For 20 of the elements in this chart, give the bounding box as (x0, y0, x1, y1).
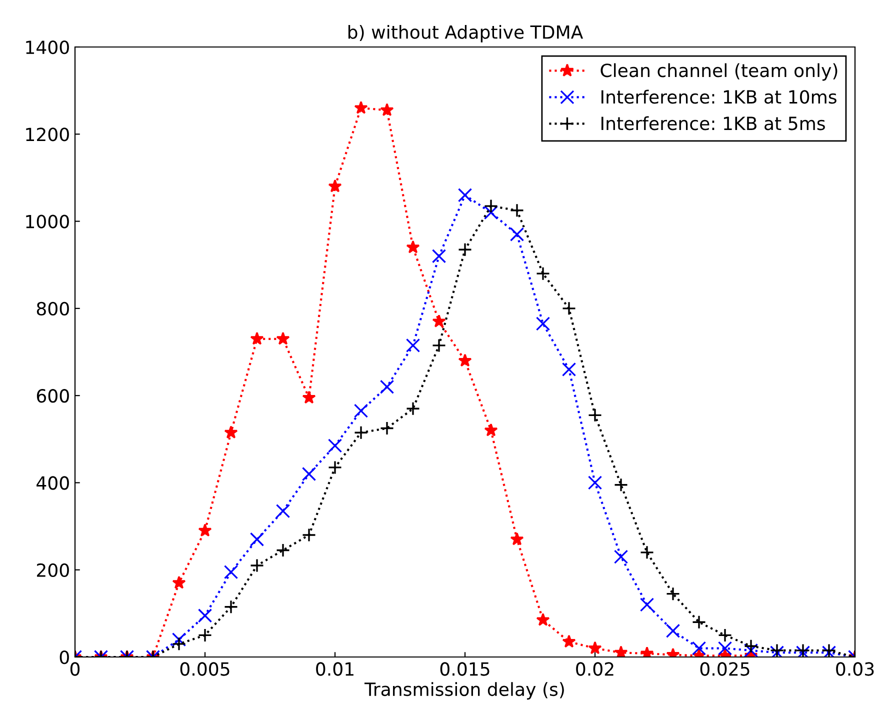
y-tick-label: 1400 (26, 40, 69, 54)
x-tick-label: 0 (70, 662, 80, 676)
x-tick-label: 0.03 (836, 662, 874, 676)
y-tick-label: 0 (60, 650, 69, 664)
x-tick-label: 0.005 (180, 662, 230, 676)
y-tick-label: 800 (36, 302, 69, 316)
y-tick-label: 200 (37, 563, 69, 577)
x-tick-label: 0.015 (440, 662, 490, 676)
legend-label: Clean channel (team only) (600, 63, 838, 81)
x-tick-label: 0.02 (576, 662, 614, 676)
chart-title: b) without Adaptive TDMA (348, 24, 584, 42)
y-tick-label: 1000 (26, 214, 69, 228)
x-axis-title: Transmission delay (s) (364, 682, 564, 700)
y-tick-label: 400 (36, 476, 69, 490)
legend-label: Interference: 1KB at 5ms (601, 116, 825, 130)
x-tick-label: 0.01 (316, 662, 354, 676)
legend-label: Interference: 1KB at 10ms (601, 90, 836, 104)
y-tick-label: 1200 (26, 128, 69, 142)
x-tick-label: 0.025 (700, 662, 750, 676)
y-tick-label: 600 (36, 389, 69, 403)
